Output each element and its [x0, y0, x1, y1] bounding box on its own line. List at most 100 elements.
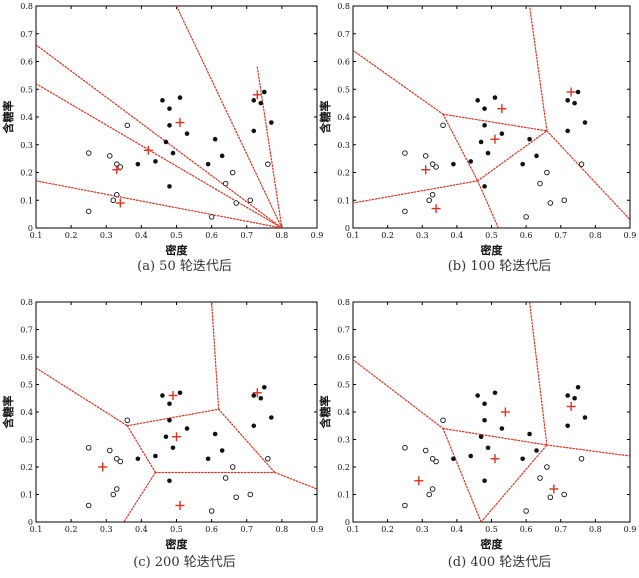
filled-sample-point — [212, 136, 218, 142]
filled-sample-point — [482, 123, 487, 128]
filled-sample-point — [251, 98, 257, 103]
x-tick-label: 0.8 — [276, 525, 289, 534]
y-tick-label: 0.4 — [337, 113, 350, 122]
filled-sample-point — [251, 393, 257, 398]
open-sample-point — [440, 122, 446, 129]
filled-sample-point — [572, 100, 577, 106]
y-tick-label: 0.6 — [20, 353, 33, 362]
filled-sample-point — [520, 456, 525, 462]
centroid-marker — [168, 391, 178, 400]
centroid-marker — [490, 454, 500, 464]
centroid-marker — [566, 87, 576, 97]
y-tick-label: 0.1 — [20, 491, 33, 500]
open-sample-point — [85, 502, 92, 509]
open-sample-point — [107, 153, 113, 159]
plot-frame — [352, 301, 631, 523]
filled-sample-point — [219, 448, 225, 453]
x-tick-label: 0.9 — [311, 231, 324, 240]
x-tick-label: 0.6 — [520, 231, 533, 240]
open-sample-point — [402, 502, 408, 509]
x-tick-label: 0.7 — [554, 525, 567, 534]
x-tick-label: 0.9 — [624, 525, 637, 534]
boundary-line — [211, 302, 220, 410]
open-sample-point — [233, 200, 239, 206]
filled-sample-point — [565, 393, 570, 398]
open-sample-point — [429, 456, 436, 462]
y-tick-label: 0.1 — [337, 196, 350, 205]
open-sample-point — [85, 150, 92, 156]
open-sample-point — [440, 417, 446, 424]
filled-sample-point — [262, 89, 267, 95]
centroid-marker — [172, 432, 181, 442]
y-tick-label: 0.2 — [20, 463, 33, 472]
boundary-line — [442, 113, 479, 182]
filled-sample-point — [219, 153, 225, 159]
open-sample-point — [114, 486, 120, 492]
x-tick-label: 0.1 — [30, 525, 43, 534]
x-tick-label: 0.2 — [65, 231, 78, 240]
filled-sample-point — [167, 417, 172, 423]
centroid-marker — [566, 402, 576, 411]
filled-sample-point — [163, 434, 169, 440]
centroid-marker — [115, 198, 125, 208]
y-tick-label: 0.8 — [337, 2, 350, 11]
x-tick-label: 0.3 — [416, 231, 429, 240]
filled-sample-point — [163, 139, 169, 145]
open-sample-point — [85, 208, 92, 215]
open-sample-point — [247, 491, 254, 498]
centroid-marker — [252, 388, 262, 398]
open-sample-point — [429, 191, 436, 198]
chart-panel-3: 0.1 0.2 0.3 0.4 0.5 0.6 0.7 0.8 0.900.10.20.30.4… — [318, 298, 636, 570]
filled-sample-point — [451, 161, 456, 167]
filled-sample-point — [475, 98, 480, 103]
filled-sample-point — [565, 128, 570, 134]
filled-sample-point — [167, 123, 172, 128]
filled-sample-point — [177, 95, 183, 100]
x-tick-label: 0.8 — [276, 231, 289, 240]
x-tick-label: 0.3 — [416, 525, 429, 534]
filled-sample-point — [565, 98, 570, 103]
filled-sample-point — [258, 100, 264, 106]
filled-sample-point — [170, 445, 176, 451]
x-tick-label: 0.6 — [520, 525, 533, 534]
x-tick-label: 0.5 — [485, 231, 498, 240]
filled-sample-point — [582, 415, 588, 420]
open-sample-point — [537, 475, 543, 481]
filled-sample-point — [485, 150, 491, 156]
filled-sample-point — [468, 159, 474, 164]
open-sample-point — [578, 456, 585, 462]
boundary-line — [353, 180, 479, 204]
y-tick-label: 0 — [345, 518, 350, 527]
y-tick-label: 0.7 — [337, 326, 350, 335]
boundary-line — [477, 130, 548, 182]
panel-caption: (a) 50 轮迭代后 — [137, 259, 232, 274]
boundary-line — [36, 367, 128, 427]
x-tick-label: 0.7 — [240, 231, 253, 240]
open-sample-point — [422, 153, 429, 159]
boundary-line — [442, 113, 548, 132]
cluster-boundaries — [36, 302, 317, 522]
open-sample-point — [402, 208, 408, 215]
filled-sample-point — [212, 431, 218, 437]
y-tick-label: 0 — [345, 224, 350, 233]
filled-sample-point — [153, 159, 158, 164]
centroid-marker — [497, 104, 507, 114]
filled-sample-point — [478, 434, 484, 440]
x-tick-label: 0.4 — [135, 525, 148, 534]
filled-sample-point — [251, 423, 257, 429]
x-tick-label: 0.3 — [100, 231, 113, 240]
y-tick-label: 0.6 — [337, 58, 350, 67]
plot-frame — [35, 301, 318, 523]
x-axis-label: 密度 — [481, 243, 504, 257]
y-tick-label: 0.6 — [20, 58, 33, 67]
open-sample-point — [107, 447, 113, 454]
centroid-marker — [175, 118, 185, 128]
open-sample-point — [537, 180, 543, 187]
y-tick-label: 0.2 — [337, 463, 350, 472]
y-tick-label: 0.4 — [20, 408, 33, 417]
filled-sample-point — [482, 106, 487, 111]
boundary-line — [480, 444, 548, 522]
open-sample-point — [265, 456, 271, 462]
boundary-line — [126, 408, 220, 427]
boundary-line — [123, 471, 157, 522]
